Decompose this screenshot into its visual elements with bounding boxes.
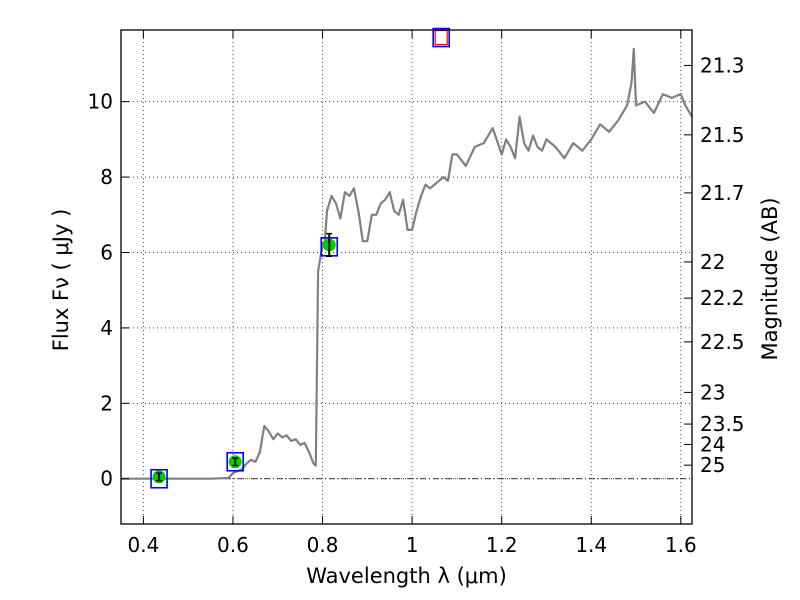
x-axis-label: Wavelength λ (μm) [306,564,507,588]
right-axis-tick-label: 24 [700,432,725,456]
right-axis-tick-label: 25 [700,453,725,477]
sed-series-line [121,47,693,480]
y-tick-label: 8 [100,165,113,189]
plot-frame [120,29,693,525]
x-tick-label: 0.8 [307,533,339,557]
right-axis-label: Magnitude (AB) [758,197,782,360]
right-axis-tick-label: 21.5 [700,123,745,147]
upper-limit-box-inner [434,29,448,46]
ticks-layer [121,30,692,524]
series-layer [121,47,693,480]
x-tick-label: 1.6 [665,533,697,557]
grid-layer [121,30,692,524]
x-tick-label: 0.6 [217,533,249,557]
y-axis-label: Flux Fν ( μJy ) [49,209,73,352]
right-axis-tick-label: 23.5 [700,412,745,436]
x-tick-label: 1 [406,533,419,557]
y-tick-label: 10 [88,90,113,114]
right-axis-tick-label: 22.2 [700,286,745,310]
points-layer [150,27,451,489]
labels-layer: 0.4 0.6 0.8 1 1.2 1.4 1.6024681021.321.521.722… [88,53,745,557]
right-axis-tick-label: 21.3 [700,53,745,77]
y-tick-label: 4 [100,316,113,340]
y-tick-label: 2 [100,391,113,415]
upper-limit-box-outer [432,27,451,48]
right-axis-tick-label: 23 [700,380,725,404]
model-band-point [150,468,168,489]
x-tick-label: 0.4 [127,533,159,557]
right-axis-tick-label: 22 [700,250,725,274]
right-axis-tick-label: 22.5 [700,330,745,354]
x-tick-label: 1.2 [486,533,518,557]
x-tick-label: 1.4 [575,533,607,557]
model-band-point [226,451,244,472]
right-axis-tick-label: 21.7 [700,181,745,205]
y-tick-label: 6 [100,240,113,264]
y-tick-label: 0 [100,467,113,491]
